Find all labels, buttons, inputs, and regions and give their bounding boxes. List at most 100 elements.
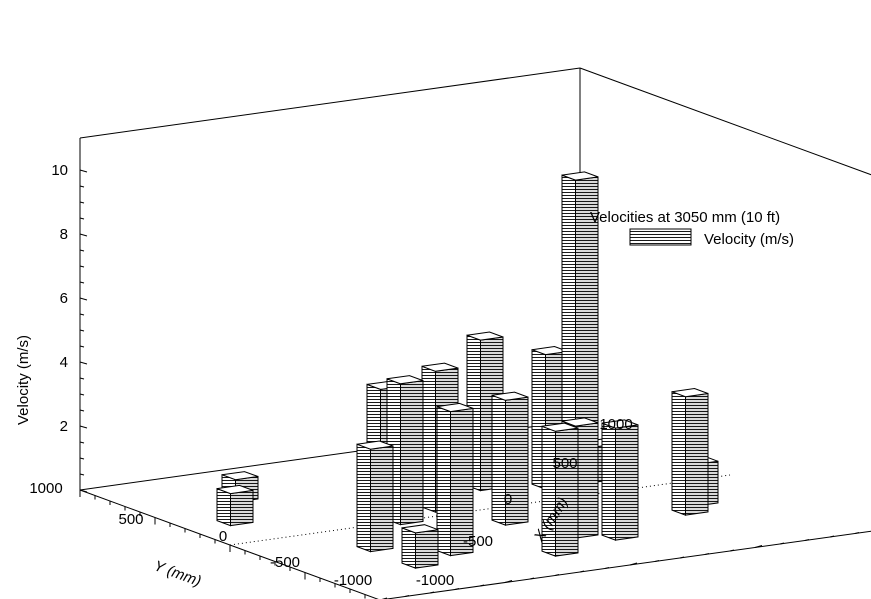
z-tick [79,329,85,332]
z-tick [79,265,85,268]
bar-top [386,375,424,385]
y-tick-label: -500 [270,554,300,571]
z-tick [79,377,85,380]
z-tick-label: 10 [51,162,68,179]
legend-swatch [629,228,692,246]
bar-face-left [356,443,371,553]
z-tick [79,217,85,220]
y-tick-label: 500 [118,511,143,528]
bar [436,402,474,557]
bar [216,484,254,527]
y-axis-ticks: 1000 500 0 -500 -1000 [29,480,372,599]
bar-top [421,362,459,372]
z-tick [79,361,88,365]
x-tick [454,588,460,590]
z-tick-label: 2 [60,418,68,435]
bar-top [491,391,529,401]
x-tick [654,560,660,562]
x-tick [829,535,835,538]
bar-face-left [601,422,616,541]
bar-face-left [421,365,436,513]
box-edge-top-right [579,67,871,176]
z-tick [79,409,85,412]
bar-top [221,471,259,481]
z-tick-label: 4 [60,354,68,371]
x-tick-label: -500 [463,533,493,550]
z-axis-title: Velocity (m/s) [15,335,32,425]
bar [356,440,394,553]
bar-face-left [401,527,416,569]
legend: Velocities at 3050 mm (10 ft) Velocity (… [590,209,794,248]
z-tick [79,233,88,237]
x-tick [704,553,710,555]
x-tick-label: 0 [504,491,512,508]
z-tick [79,345,85,348]
x-tick [729,549,735,552]
bar-face-front [415,529,439,569]
y-tick-label: 0 [219,528,227,545]
legend-title: Velocities at 3050 mm (10 ft) [590,209,780,226]
bar-top [436,402,474,413]
z-axis-ticks: 2 4 6 8 10 [51,162,88,493]
bar-face-front [615,424,639,541]
x-tick [804,539,810,541]
bar-top [466,331,504,341]
bar-face-front [555,427,579,557]
z-tick [79,473,85,476]
z-tick [79,393,85,396]
bar [541,422,579,557]
bar [401,524,439,569]
z-tick-label: 8 [60,226,68,243]
z-tick [79,489,88,493]
y-tick-label: 1000 [29,480,62,497]
z-tick [79,169,88,173]
z-tick [79,249,85,252]
bar-face-left [671,390,686,516]
bar-face-front [400,380,424,526]
x-tick [629,562,638,566]
legend-entry: Velocity (m/s) [704,231,794,248]
z-tick [79,457,85,460]
x-tick [779,542,785,545]
x-tick [854,532,860,534]
x-tick [381,597,388,599]
x-tick [554,574,560,576]
x-tick [529,577,535,580]
x-tick [679,556,685,559]
bar-face-front [370,445,394,553]
bar-top [601,419,639,429]
x-tick-label: 1000 [599,416,632,433]
x-tick-label: -1000 [416,572,454,589]
bar-top [671,387,709,398]
x-tick [754,545,763,548]
y-axis-title: Y (mm) [152,557,204,590]
z-tick [79,185,85,188]
x-axis-ticks: -1000 -500 0 500 1000 [381,416,860,599]
x-tick [579,570,585,573]
bars [216,171,719,569]
bar [671,387,709,516]
z-tick [79,297,88,301]
bar-top [401,524,439,534]
bar [601,419,639,541]
box-edge-top-back [79,67,581,139]
bar [491,391,529,526]
y-tick-label: -1000 [334,572,372,589]
z-tick [79,441,85,444]
z-tick [79,281,85,284]
x-tick-label: 500 [552,455,577,472]
bar-top [216,484,254,495]
z-tick-label: 6 [60,290,68,307]
x-tick [404,595,410,597]
bar-top [561,417,599,427]
bar-top [561,171,599,181]
x-tick [604,567,610,569]
bar [561,171,599,501]
x-tick [479,584,485,587]
z-tick [79,313,85,316]
bar-top [356,440,394,450]
bar-face-front [575,422,599,539]
z-tick [79,425,88,429]
bar-top [541,422,579,432]
